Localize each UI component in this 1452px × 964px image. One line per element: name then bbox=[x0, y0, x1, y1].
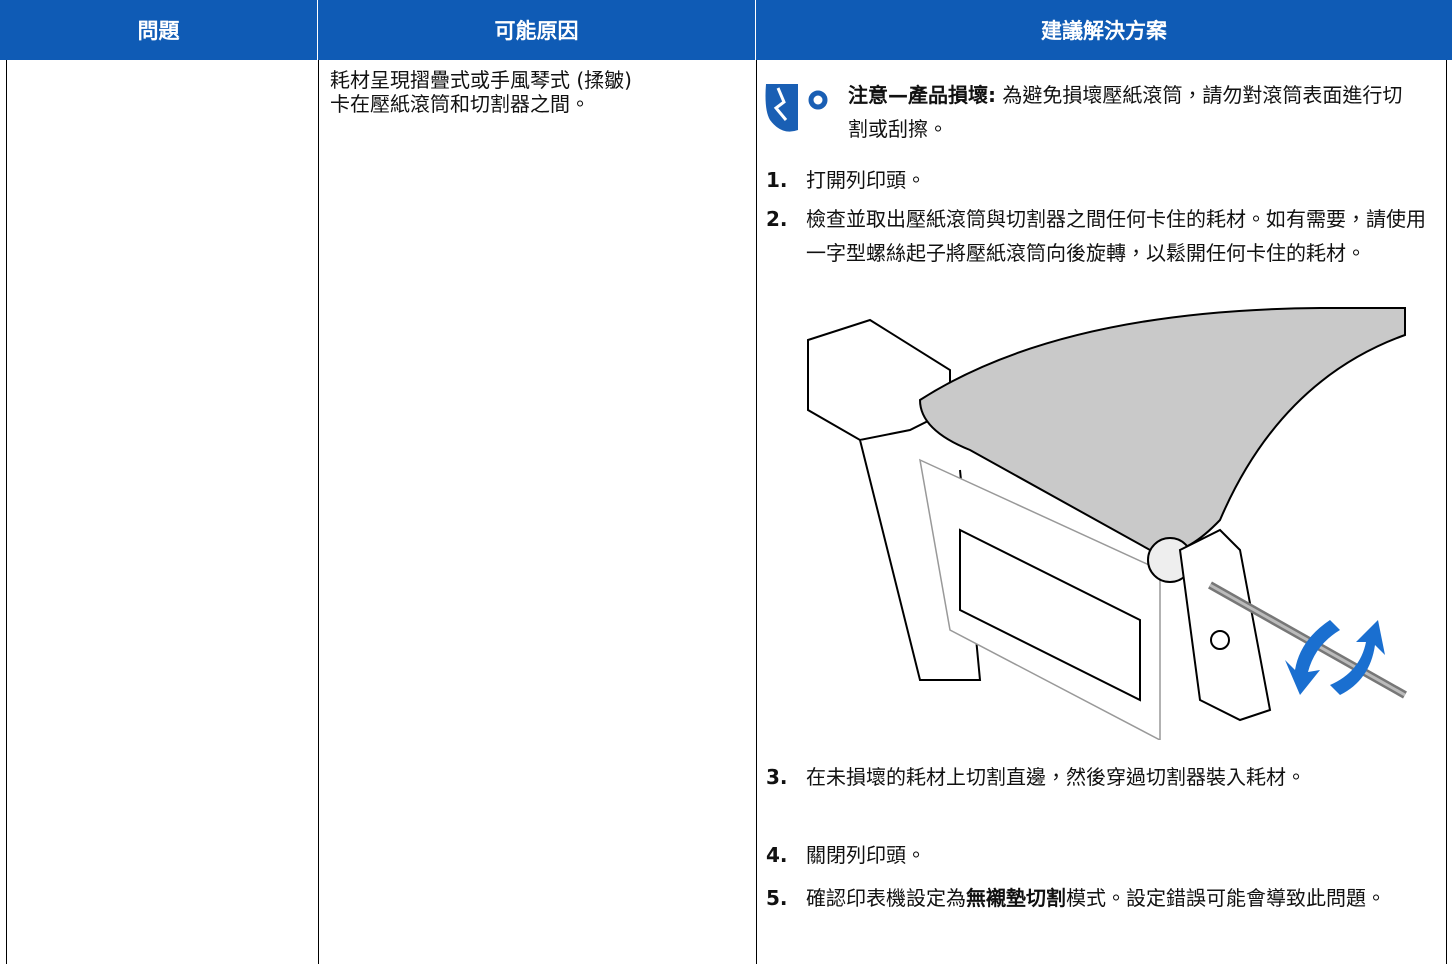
header-cell: 可能原因 bbox=[318, 0, 756, 60]
border bbox=[1446, 60, 1447, 964]
header-cell: 建議解決方案 bbox=[756, 0, 1452, 60]
step-text: 檢查並取出壓紙滾筒與切割器之間任何卡住的耗材。如有需要，請使用一字型螺絲起子將壓… bbox=[806, 207, 1426, 265]
step-number: 4. bbox=[766, 843, 788, 867]
cause-text: 耗材呈現摺疊式或手風琴式 (揉皺) 卡在壓紙滾筒和切割器之間。 bbox=[330, 68, 750, 116]
border bbox=[756, 60, 757, 964]
caution-icon bbox=[765, 84, 828, 132]
step: 4. 關閉列印頭。 bbox=[766, 838, 1436, 872]
text-bold: 無襯墊切割 bbox=[966, 886, 1066, 910]
text-line: 耗材呈現摺疊式或手風琴式 (揉皺) bbox=[330, 68, 632, 92]
step-number: 3. bbox=[766, 765, 788, 789]
border bbox=[6, 60, 7, 964]
step: 1. 打開列印頭。 bbox=[766, 163, 1436, 197]
header-cell: 問題 bbox=[0, 0, 318, 60]
step-number: 1. bbox=[766, 168, 788, 192]
text-part: 模式。設定錯誤可能會導致此問題。 bbox=[1066, 886, 1386, 910]
illustration bbox=[807, 307, 1407, 740]
caution-text: 注意—產品損壞: 為避免損壞壓紙滾筒，請勿對滾筒表面進行切割或刮擦。 bbox=[848, 78, 1418, 146]
step-number: 5. bbox=[766, 886, 788, 910]
step-text: 確認印表機設定為無襯墊切割模式。設定錯誤可能會導致此問題。 bbox=[806, 881, 1436, 915]
border bbox=[318, 60, 319, 964]
caution-body: 為避免損壞壓紙滾筒，請勿對滾筒表面進行切割或刮擦。 bbox=[848, 83, 1403, 141]
text-line: 卡在壓紙滾筒和切割器之間。 bbox=[330, 92, 590, 116]
caution-label: 注意—產品損壞: bbox=[848, 83, 996, 107]
step-text: 在未損壞的耗材上切割直邊，然後穿過切割器裝入耗材。 bbox=[806, 765, 1306, 789]
step: 2. 檢查並取出壓紙滾筒與切割器之間任何卡住的耗材。如有需要，請使用一字型螺絲起子… bbox=[766, 202, 1436, 270]
step: 3. 在未損壞的耗材上切割直邊，然後穿過切割器裝入耗材。 bbox=[766, 760, 1436, 794]
step-text: 打開列印頭。 bbox=[806, 168, 926, 192]
step-text: 關閉列印頭。 bbox=[806, 843, 926, 867]
step: 5. 確認印表機設定為無襯墊切割模式。設定錯誤可能會導致此問題。 bbox=[766, 881, 1436, 915]
step-number: 2. bbox=[766, 207, 788, 231]
text-part: 確認印表機設定為 bbox=[806, 886, 966, 910]
